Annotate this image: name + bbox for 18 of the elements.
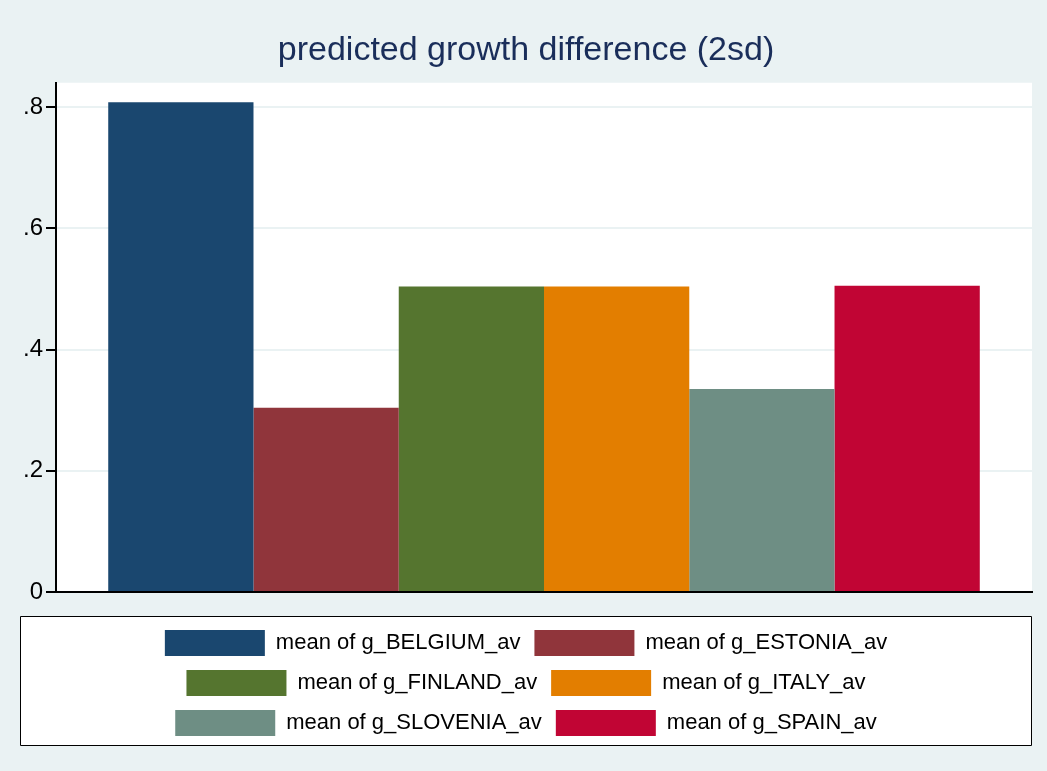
legend-label: mean of g_ESTONIA_av [645,629,888,655]
bar [544,286,690,591]
bar [398,286,545,591]
y-tick-label: .4 [23,334,44,362]
bar [834,285,980,591]
legend-label: mean of g_FINLAND_av [297,669,538,695]
y-tick-label: .6 [23,212,44,240]
bar [253,407,399,591]
chart-title: predicted growth difference (2sd) [277,28,775,67]
legend-label: mean of g_SPAIN_av [666,709,877,735]
bar [108,102,254,591]
y-tick-label: 0 [29,576,44,604]
y-tick-label: .2 [23,455,44,483]
bar [689,388,835,591]
legend-label: mean of g_BELGIUM_av [275,629,521,655]
legend-label: mean of g_ITALY_av [662,669,866,695]
y-tick-label: .8 [23,91,44,119]
legend-label: mean of g_SLOVENIA_av [286,709,542,735]
